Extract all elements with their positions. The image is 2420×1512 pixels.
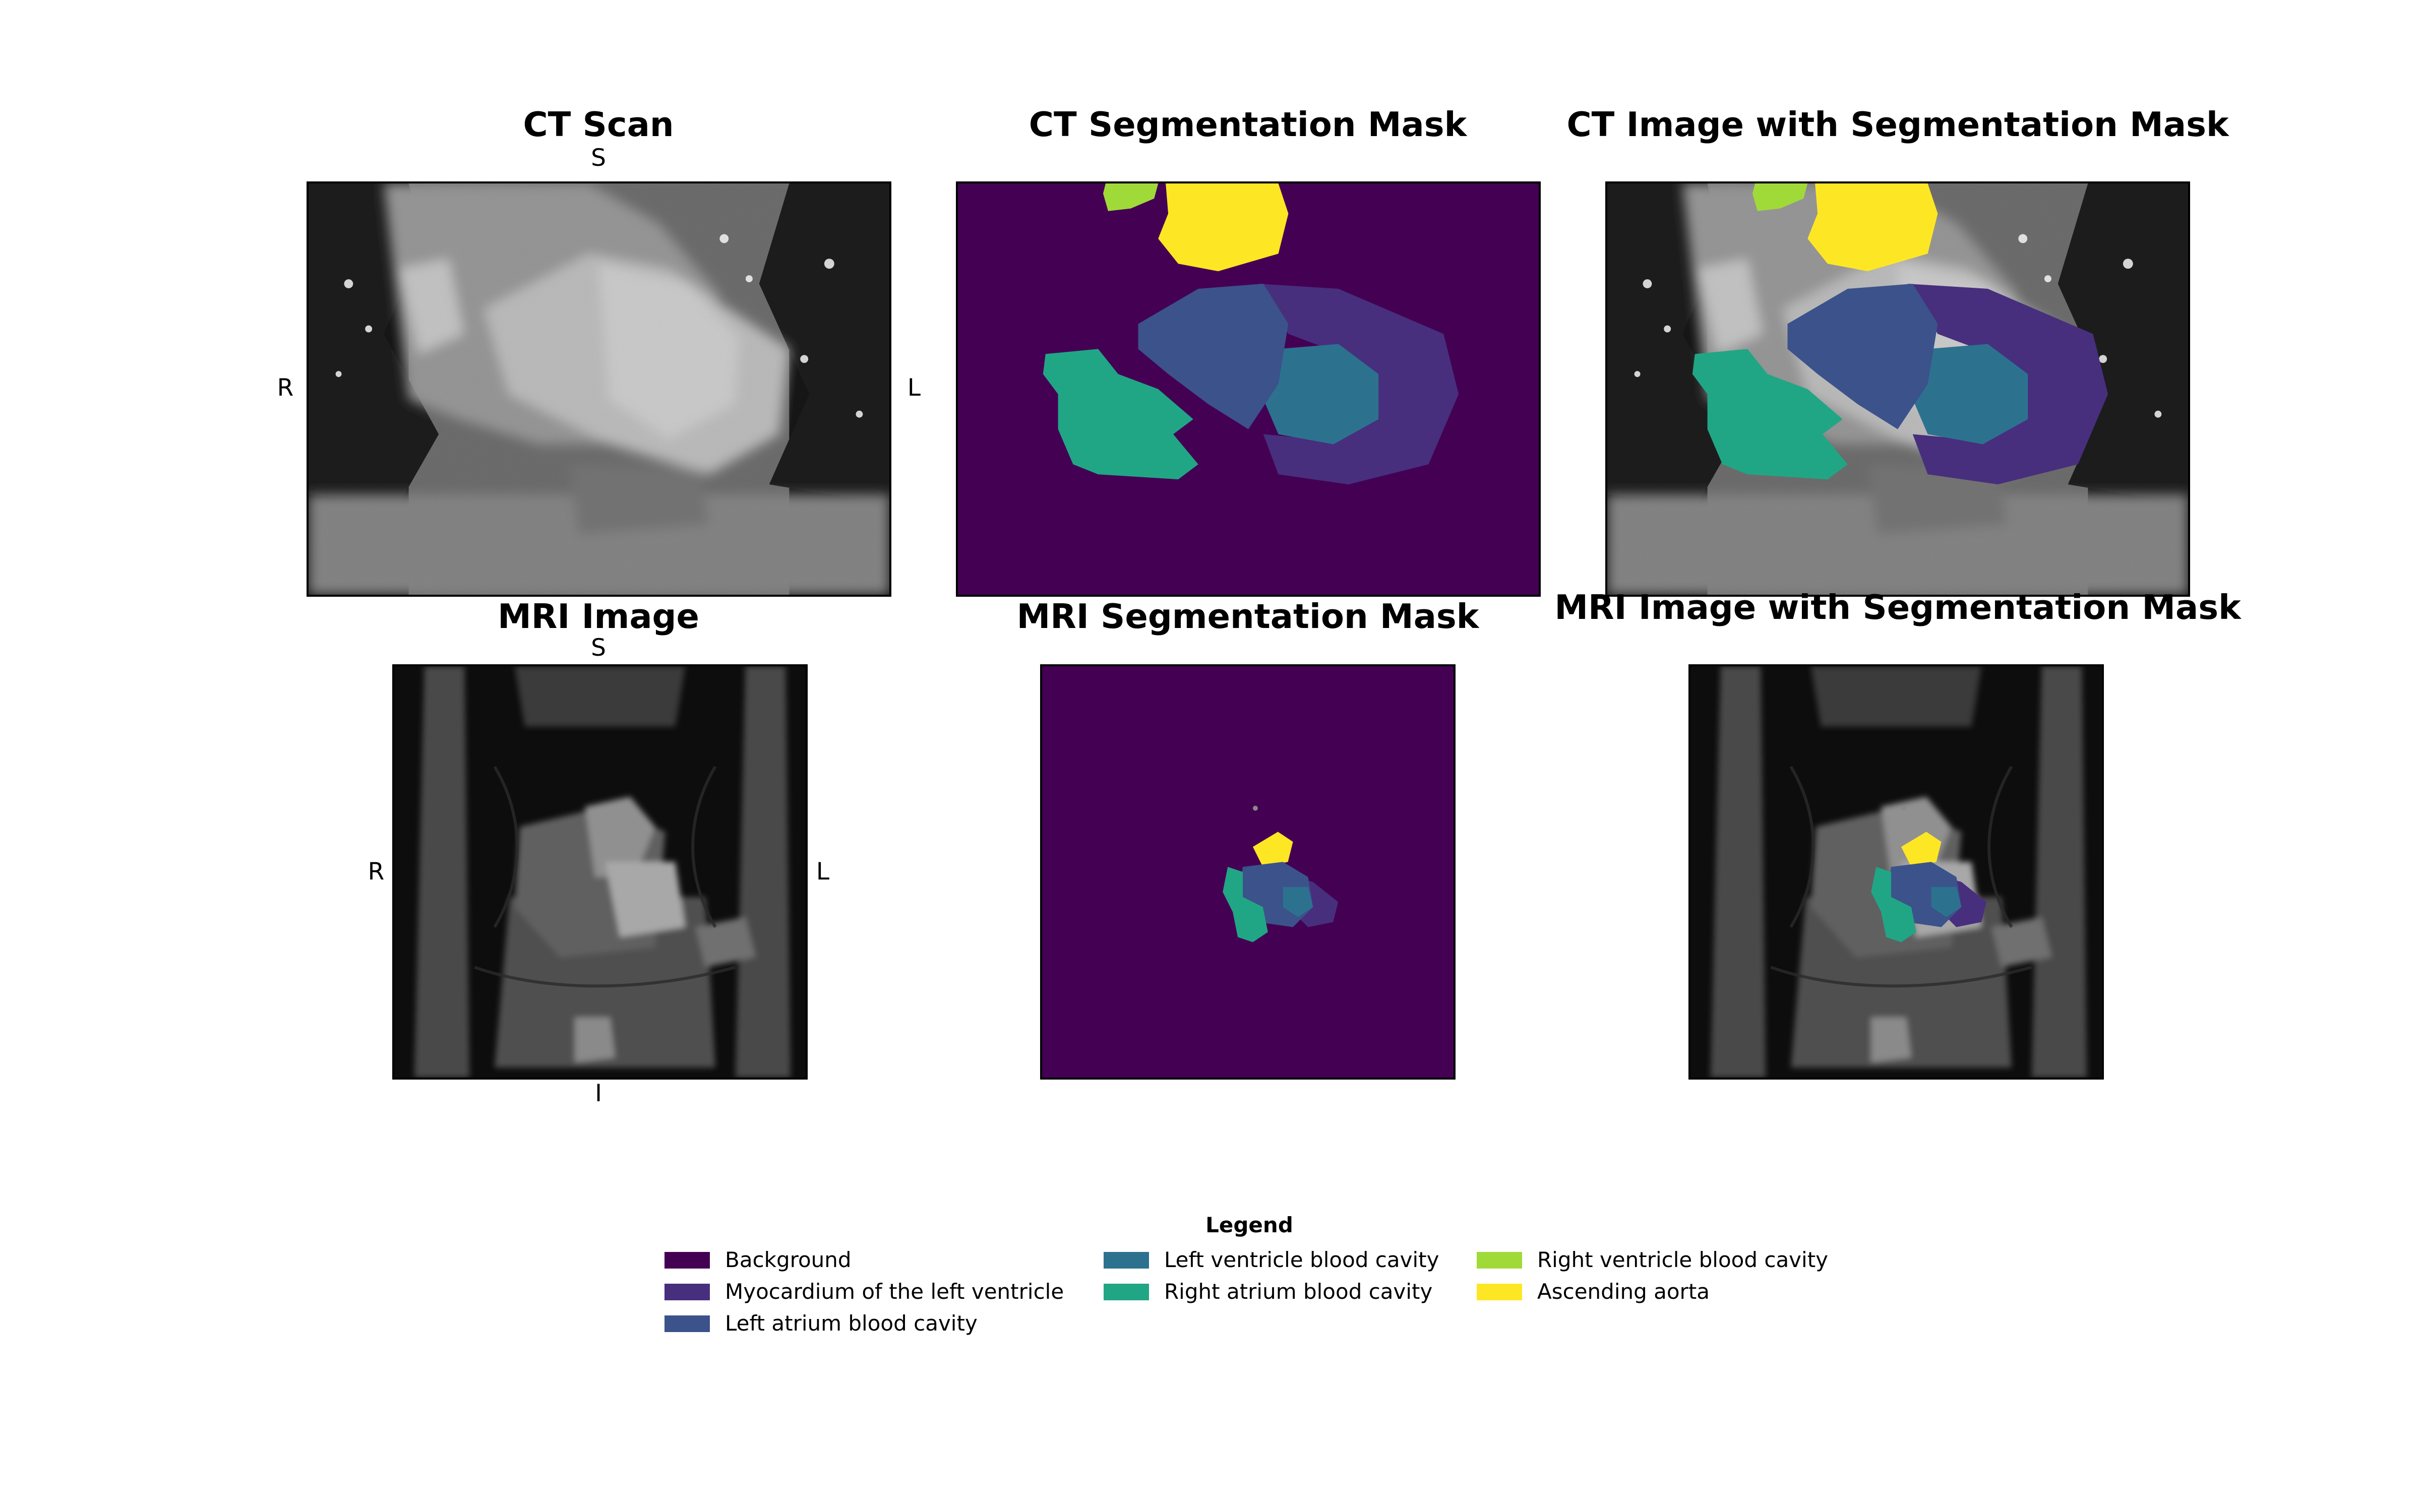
mri-orient-top: S	[591, 634, 606, 662]
ct-orient-left: R	[277, 374, 294, 402]
mri-orient-bottom: I	[595, 1080, 602, 1107]
mri-mask-title: MRI Segmentation Mask	[1016, 597, 1479, 636]
legend-item-left-ventricle: Left ventricle blood cavity	[1104, 1249, 1439, 1271]
legend-swatch	[1104, 1251, 1149, 1269]
ct-scan-image	[307, 181, 891, 597]
ct-overlay-title: CT Image with Segmentation Mask	[1566, 105, 2229, 144]
legend-label: Background	[725, 1247, 852, 1272]
mri-orient-left: R	[368, 858, 385, 886]
legend-item-right-atrium: Right atrium blood cavity	[1104, 1281, 1432, 1302]
legend-item-myocardium: Myocardium of the left ventricle	[664, 1281, 1064, 1302]
ct-segmentation-mask	[956, 181, 1541, 597]
mri-segmentation-mask	[1040, 664, 1456, 1080]
mri-image-title: MRI Image	[498, 597, 699, 636]
legend-label: Left ventricle blood cavity	[1164, 1247, 1439, 1272]
mri-overlay-image	[1688, 664, 2104, 1080]
ct-scan-title: CT Scan	[523, 105, 674, 144]
legend-swatch	[1104, 1283, 1149, 1300]
legend-label: Left atrium blood cavity	[725, 1311, 978, 1336]
mri-overlay-title: MRI Image with Segmentation Mask	[1554, 588, 2241, 627]
legend-item-ascending-aorta: Ascending aorta	[1477, 1281, 1710, 1302]
legend-label: Myocardium of the left ventricle	[725, 1279, 1064, 1304]
legend-swatch	[664, 1283, 710, 1300]
legend-label: Ascending aorta	[1537, 1279, 1710, 1304]
mri-image	[392, 664, 808, 1080]
mri-orient-right: L	[816, 858, 830, 886]
legend-swatch	[1477, 1283, 1522, 1300]
legend-swatch	[664, 1315, 710, 1332]
legend-swatch	[664, 1251, 710, 1269]
legend-item-background: Background	[664, 1249, 852, 1271]
legend-title: Legend	[1205, 1213, 1293, 1237]
legend-swatch	[1477, 1251, 1522, 1269]
ct-orient-right: L	[907, 374, 921, 402]
legend-item-right-ventricle: Right ventricle blood cavity	[1477, 1249, 1828, 1271]
ct-overlay-image	[1605, 181, 2190, 597]
legend-label: Right ventricle blood cavity	[1537, 1247, 1829, 1272]
legend-item-left-atrium: Left atrium blood cavity	[664, 1313, 978, 1334]
ct-orient-top: S	[591, 144, 606, 172]
ct-mask-title: CT Segmentation Mask	[1028, 105, 1467, 144]
legend-label: Right atrium blood cavity	[1164, 1279, 1433, 1304]
